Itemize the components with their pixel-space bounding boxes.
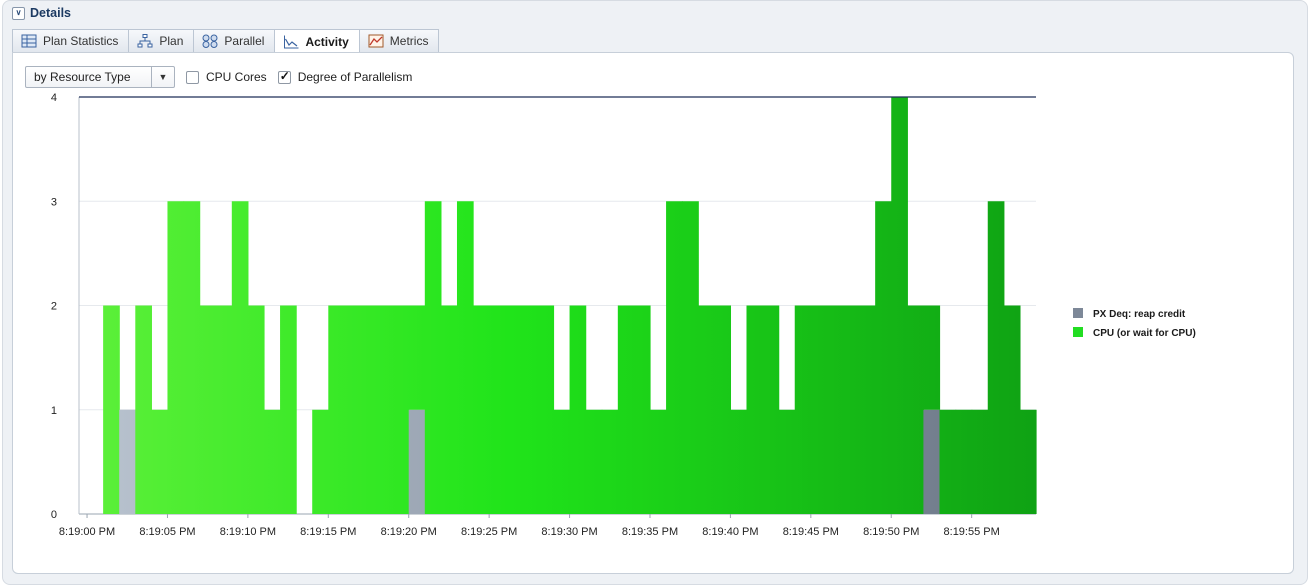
tab-label: Parallel bbox=[224, 34, 265, 48]
dropdown-arrow-icon[interactable]: ▼ bbox=[151, 67, 174, 87]
chart-toolbar: by Resource Type ▼ CPU Cores Degree of P… bbox=[25, 65, 412, 89]
activity-chart-icon bbox=[283, 35, 299, 49]
table-icon bbox=[21, 34, 37, 48]
tab-label: Metrics bbox=[389, 34, 429, 48]
section-header[interactable]: ∨ Details bbox=[12, 4, 71, 22]
tab-label: Plan Statistics bbox=[43, 34, 119, 48]
tab-bar: Plan Statistics Plan Parallel Activity M… bbox=[12, 29, 440, 54]
activity-panel bbox=[12, 52, 1294, 574]
metrics-icon bbox=[368, 34, 384, 48]
tab-metrics[interactable]: Metrics bbox=[358, 29, 440, 52]
tab-label: Activity bbox=[305, 35, 349, 49]
tab-activity[interactable]: Activity bbox=[274, 29, 360, 54]
section-title: Details bbox=[30, 6, 71, 20]
tab-label: Plan bbox=[159, 34, 184, 48]
tab-parallel[interactable]: Parallel bbox=[193, 29, 276, 52]
chevron-down-icon[interactable]: ∨ bbox=[12, 6, 25, 20]
group-by-value: by Resource Type bbox=[34, 70, 131, 84]
tab-plan-statistics[interactable]: Plan Statistics bbox=[12, 29, 130, 52]
plan-tree-icon bbox=[137, 34, 153, 48]
cpu-cores-checkbox[interactable] bbox=[186, 70, 199, 84]
cpu-cores-label: CPU Cores bbox=[206, 70, 267, 84]
tab-plan[interactable]: Plan bbox=[128, 29, 195, 52]
degree-of-parallelism-label: Degree of Parallelism bbox=[297, 70, 413, 84]
degree-of-parallelism-checkbox[interactable] bbox=[277, 69, 291, 84]
group-by-select[interactable]: by Resource Type ▼ bbox=[25, 66, 175, 88]
parallel-icon bbox=[202, 34, 218, 48]
